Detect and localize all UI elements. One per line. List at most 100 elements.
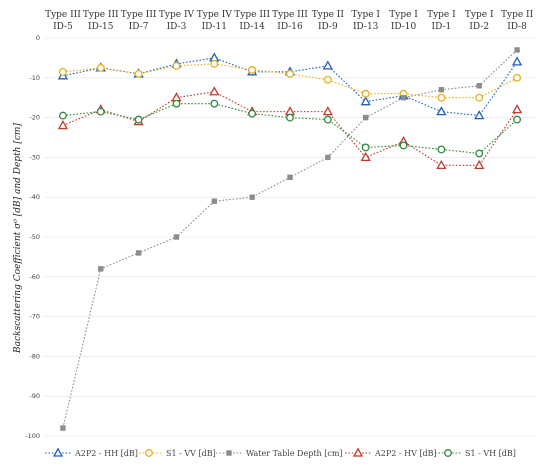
data-point bbox=[399, 141, 408, 150]
category-labels: Type III ID-5 Type III ID-15 Type III ID-7 Typ… bbox=[45, 10, 534, 32]
data-point bbox=[98, 266, 104, 272]
y-tick-label: -30 bbox=[29, 153, 40, 161]
data-point bbox=[513, 115, 522, 124]
data-point bbox=[286, 69, 294, 78]
category-label: ID-8 bbox=[507, 22, 527, 32]
legend-item: S1 - VV [dB] bbox=[136, 449, 216, 458]
legend-label: A2P2 - HV [dB] bbox=[374, 449, 437, 458]
data-point bbox=[287, 174, 293, 180]
legend-item: A2P2 - HV [dB] bbox=[345, 447, 437, 458]
legend-label: S1 - VV [dB] bbox=[166, 449, 216, 458]
data-point bbox=[58, 111, 67, 120]
legend: A2P2 - HH [dB] S1 - VV [dB] Water Table De… bbox=[45, 447, 516, 458]
y-tick-label: -60 bbox=[29, 273, 40, 281]
data-point bbox=[475, 93, 484, 102]
category-label: Type III bbox=[83, 10, 119, 20]
category-label: ID-1 bbox=[432, 22, 452, 32]
category-label: Type III bbox=[45, 10, 81, 20]
y-tick-label: -40 bbox=[29, 193, 40, 201]
category-label: ID-5 bbox=[53, 22, 73, 32]
data-point bbox=[325, 154, 331, 161]
data-point bbox=[511, 104, 523, 114]
series-3 bbox=[57, 86, 523, 170]
category-label: ID-10 bbox=[391, 22, 417, 32]
legend-marker bbox=[352, 447, 364, 457]
y-tick-label: -50 bbox=[29, 233, 40, 241]
data-point bbox=[210, 59, 219, 68]
data-point bbox=[172, 61, 181, 70]
data-point bbox=[171, 92, 182, 102]
category-label: ID-7 bbox=[129, 22, 149, 32]
category-label: ID-13 bbox=[353, 22, 379, 32]
data-series bbox=[57, 47, 523, 431]
category-label: Type III bbox=[234, 10, 270, 20]
category-label: ID-2 bbox=[469, 22, 489, 32]
category-label: Type I bbox=[427, 10, 456, 20]
series-line bbox=[62, 91, 518, 166]
data-point bbox=[322, 106, 333, 116]
data-point bbox=[475, 149, 484, 158]
category-label: Type IV bbox=[197, 10, 233, 20]
data-point bbox=[474, 159, 485, 170]
legend-label: Water Table Depth [cm] bbox=[246, 449, 343, 458]
data-point bbox=[96, 63, 105, 72]
data-point bbox=[248, 65, 257, 74]
legend-marker bbox=[226, 450, 232, 456]
data-point bbox=[437, 93, 446, 102]
data-point bbox=[249, 194, 255, 200]
data-point bbox=[134, 115, 143, 124]
data-point bbox=[513, 73, 522, 82]
data-point bbox=[436, 159, 447, 170]
data-point bbox=[400, 95, 407, 101]
category-label: Type I bbox=[351, 10, 380, 20]
data-point bbox=[362, 114, 369, 121]
data-point bbox=[437, 145, 446, 154]
data-point bbox=[514, 47, 520, 53]
data-point bbox=[173, 234, 180, 240]
data-point bbox=[96, 107, 105, 116]
legend-label: A2P2 - HH [dB] bbox=[74, 449, 138, 458]
data-point bbox=[360, 151, 371, 162]
series-4 bbox=[58, 99, 522, 158]
category-label: Type I bbox=[389, 10, 418, 20]
data-point bbox=[361, 143, 370, 152]
legend-item: A2P2 - HH [dB] bbox=[45, 447, 138, 458]
category-label: ID-14 bbox=[239, 22, 265, 32]
category-label: ID-15 bbox=[88, 22, 114, 32]
gridlines bbox=[44, 37, 536, 437]
y-axis-label: Backscattering Coefficient σ⁰ [dB] and D… bbox=[13, 123, 23, 354]
data-point bbox=[361, 89, 370, 98]
data-point bbox=[209, 52, 220, 62]
y-tick-label: -10 bbox=[29, 74, 40, 82]
category-label: Type III bbox=[272, 10, 308, 20]
data-point bbox=[511, 56, 523, 66]
legend-item: Water Table Depth [cm] bbox=[216, 449, 343, 458]
category-label: Type II bbox=[501, 10, 534, 20]
data-point bbox=[476, 83, 482, 89]
y-tick-labels: 0 -10 -20 -30 -40 -50 -60 -70 -80 -90 -100 bbox=[25, 34, 40, 440]
legend-item: S1 - VH [dB] bbox=[435, 449, 516, 458]
category-label: Type IV bbox=[159, 10, 195, 20]
data-point bbox=[284, 106, 296, 116]
category-label: ID-16 bbox=[277, 22, 303, 32]
y-tick-label: -100 bbox=[25, 432, 40, 440]
data-point bbox=[438, 87, 445, 93]
legend-label: S1 - VH [dB] bbox=[465, 449, 516, 458]
legend-marker bbox=[444, 449, 452, 457]
category-label: Type I bbox=[465, 10, 494, 20]
data-point bbox=[248, 109, 257, 118]
y-tick-label: 0 bbox=[36, 34, 40, 42]
data-point bbox=[322, 60, 333, 70]
category-label: Type III bbox=[121, 10, 157, 20]
data-point bbox=[135, 250, 142, 256]
data-point bbox=[57, 120, 69, 130]
y-tick-label: -70 bbox=[29, 313, 40, 321]
data-point bbox=[134, 69, 143, 78]
data-point bbox=[474, 110, 485, 120]
category-label: ID-11 bbox=[202, 22, 227, 32]
legend-marker bbox=[52, 447, 64, 457]
y-tick-label: -80 bbox=[29, 352, 40, 360]
y-tick-label: -20 bbox=[29, 114, 40, 122]
category-label: ID-9 bbox=[318, 22, 338, 32]
